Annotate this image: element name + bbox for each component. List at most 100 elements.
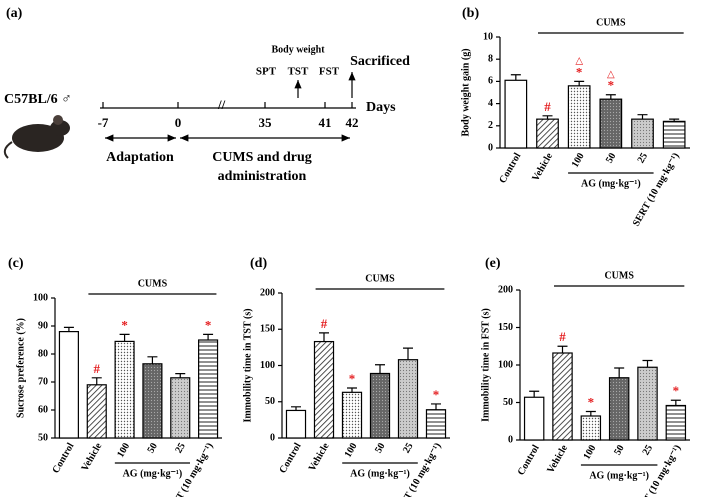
- error-bar: [291, 406, 301, 411]
- error-bar: [203, 333, 214, 340]
- significance-mark: △: [575, 56, 583, 67]
- x-tick-label: Control: [516, 443, 542, 477]
- y-axis-label: Immobility time in FST (s): [480, 308, 491, 422]
- y-tick-label: 10: [483, 31, 493, 42]
- panel-label: (a): [6, 6, 23, 21]
- significance-mark: △: [607, 69, 615, 80]
- y-tick-label: 100: [260, 360, 275, 371]
- bar: [425, 409, 447, 439]
- error-bar: [585, 410, 596, 416]
- test-label: SPT: [256, 66, 277, 78]
- y-tick-label: 70: [38, 376, 48, 387]
- x-tick-label: Vehicle: [545, 443, 570, 476]
- sacrificed: Sacrificed: [350, 54, 410, 69]
- bar: [114, 340, 135, 439]
- y-tick-label: 0: [270, 432, 275, 443]
- x-tick-label: Control: [497, 151, 523, 185]
- bar: [608, 377, 630, 441]
- y-tick-label: 50: [503, 397, 513, 408]
- error-bar: [670, 399, 681, 406]
- strain: C57BL/6 ♂: [4, 92, 72, 107]
- bar: [631, 118, 654, 149]
- bracket-label: CUMS: [138, 278, 168, 289]
- panel-label: (c): [8, 256, 24, 271]
- day-label: 42: [346, 115, 359, 130]
- y-tick-label: 150: [260, 324, 275, 335]
- y-tick-label: 50: [38, 432, 48, 443]
- bracket-label: CUMS: [604, 270, 634, 281]
- error-bar: [119, 333, 130, 342]
- bar: [637, 366, 658, 441]
- chart-panel: (d) 0 50 100 150 200 Immobility time in TST (s…: [242, 256, 450, 497]
- error-bar: [375, 364, 385, 374]
- y-axis-label: Body weight gain (g): [460, 48, 471, 136]
- error-bar: [91, 377, 102, 385]
- group-label: AG (mg·kg⁻¹): [589, 470, 649, 481]
- error-bar: [542, 115, 553, 120]
- bar: [504, 79, 528, 149]
- bracket-label: CUMS: [596, 17, 626, 28]
- bar: [662, 120, 686, 149]
- x-tick-label: 50: [145, 441, 160, 455]
- bar: [170, 377, 191, 439]
- error-bar: [529, 390, 540, 398]
- significance-mark: #: [559, 329, 566, 344]
- error-bar: [669, 118, 680, 122]
- y-tick-label: 0: [508, 434, 513, 445]
- x-tick-label: 50: [612, 443, 627, 457]
- significance-mark: #: [94, 361, 101, 376]
- error-bar: [403, 347, 413, 360]
- x-tick-label: 50: [373, 441, 388, 455]
- error-bar: [347, 387, 357, 393]
- error-bar: [431, 403, 441, 410]
- panel-label: (e): [485, 256, 501, 271]
- bar: [397, 359, 419, 439]
- error-bar: [642, 359, 653, 368]
- y-tick-label: 200: [498, 284, 513, 295]
- y-tick-label: 4: [488, 98, 493, 109]
- error-bar: [557, 345, 568, 353]
- axis-break: //: [217, 97, 226, 112]
- error-bar: [175, 373, 186, 378]
- y-tick-label: 100: [33, 292, 48, 303]
- y-tick-label: 60: [38, 404, 48, 415]
- significance-mark: *: [433, 387, 440, 402]
- significance-mark: #: [321, 316, 328, 331]
- significance-mark: #: [544, 99, 551, 114]
- test-label: FST: [319, 66, 340, 78]
- error-bar: [510, 74, 521, 81]
- y-axis-label: Sucrose preference (%): [15, 318, 26, 418]
- x-tick-label: 25: [401, 441, 416, 455]
- body-weight: Body weight: [271, 44, 325, 55]
- bar: [369, 372, 391, 439]
- error-bar: [605, 94, 616, 100]
- day-label: 35: [259, 115, 273, 130]
- bar: [58, 331, 79, 439]
- day-label: -7: [98, 115, 109, 130]
- timeline-panel: (a) C57BL/6 ♂ // Body weight Sacrificed …: [3, 6, 410, 184]
- x-tick-label: 100: [570, 151, 587, 169]
- x-tick-label: 25: [173, 441, 188, 455]
- x-tick-label: 100: [343, 441, 360, 459]
- bracket-label: CUMS: [365, 273, 395, 284]
- significance-mark: *: [673, 383, 680, 398]
- x-tick-label: 100: [115, 441, 132, 459]
- x-tick-label: Vehicle: [79, 441, 104, 474]
- bar: [285, 409, 307, 439]
- significance-mark: *: [205, 317, 212, 332]
- bar: [86, 384, 107, 439]
- y-tick-label: 150: [498, 322, 513, 333]
- y-tick-label: 80: [38, 348, 48, 359]
- y-tick-label: 50: [265, 396, 275, 407]
- day-label: 41: [319, 115, 332, 130]
- bar: [198, 339, 219, 439]
- x-tick-label: Control: [277, 441, 303, 475]
- bar: [552, 352, 573, 441]
- y-tick-label: 6: [488, 76, 493, 87]
- y-tick-label: 8: [488, 53, 493, 64]
- group-label: AG (mg·kg⁻¹): [123, 468, 183, 479]
- bar: [536, 118, 559, 149]
- day-label: 0: [175, 115, 182, 130]
- bar: [142, 363, 163, 439]
